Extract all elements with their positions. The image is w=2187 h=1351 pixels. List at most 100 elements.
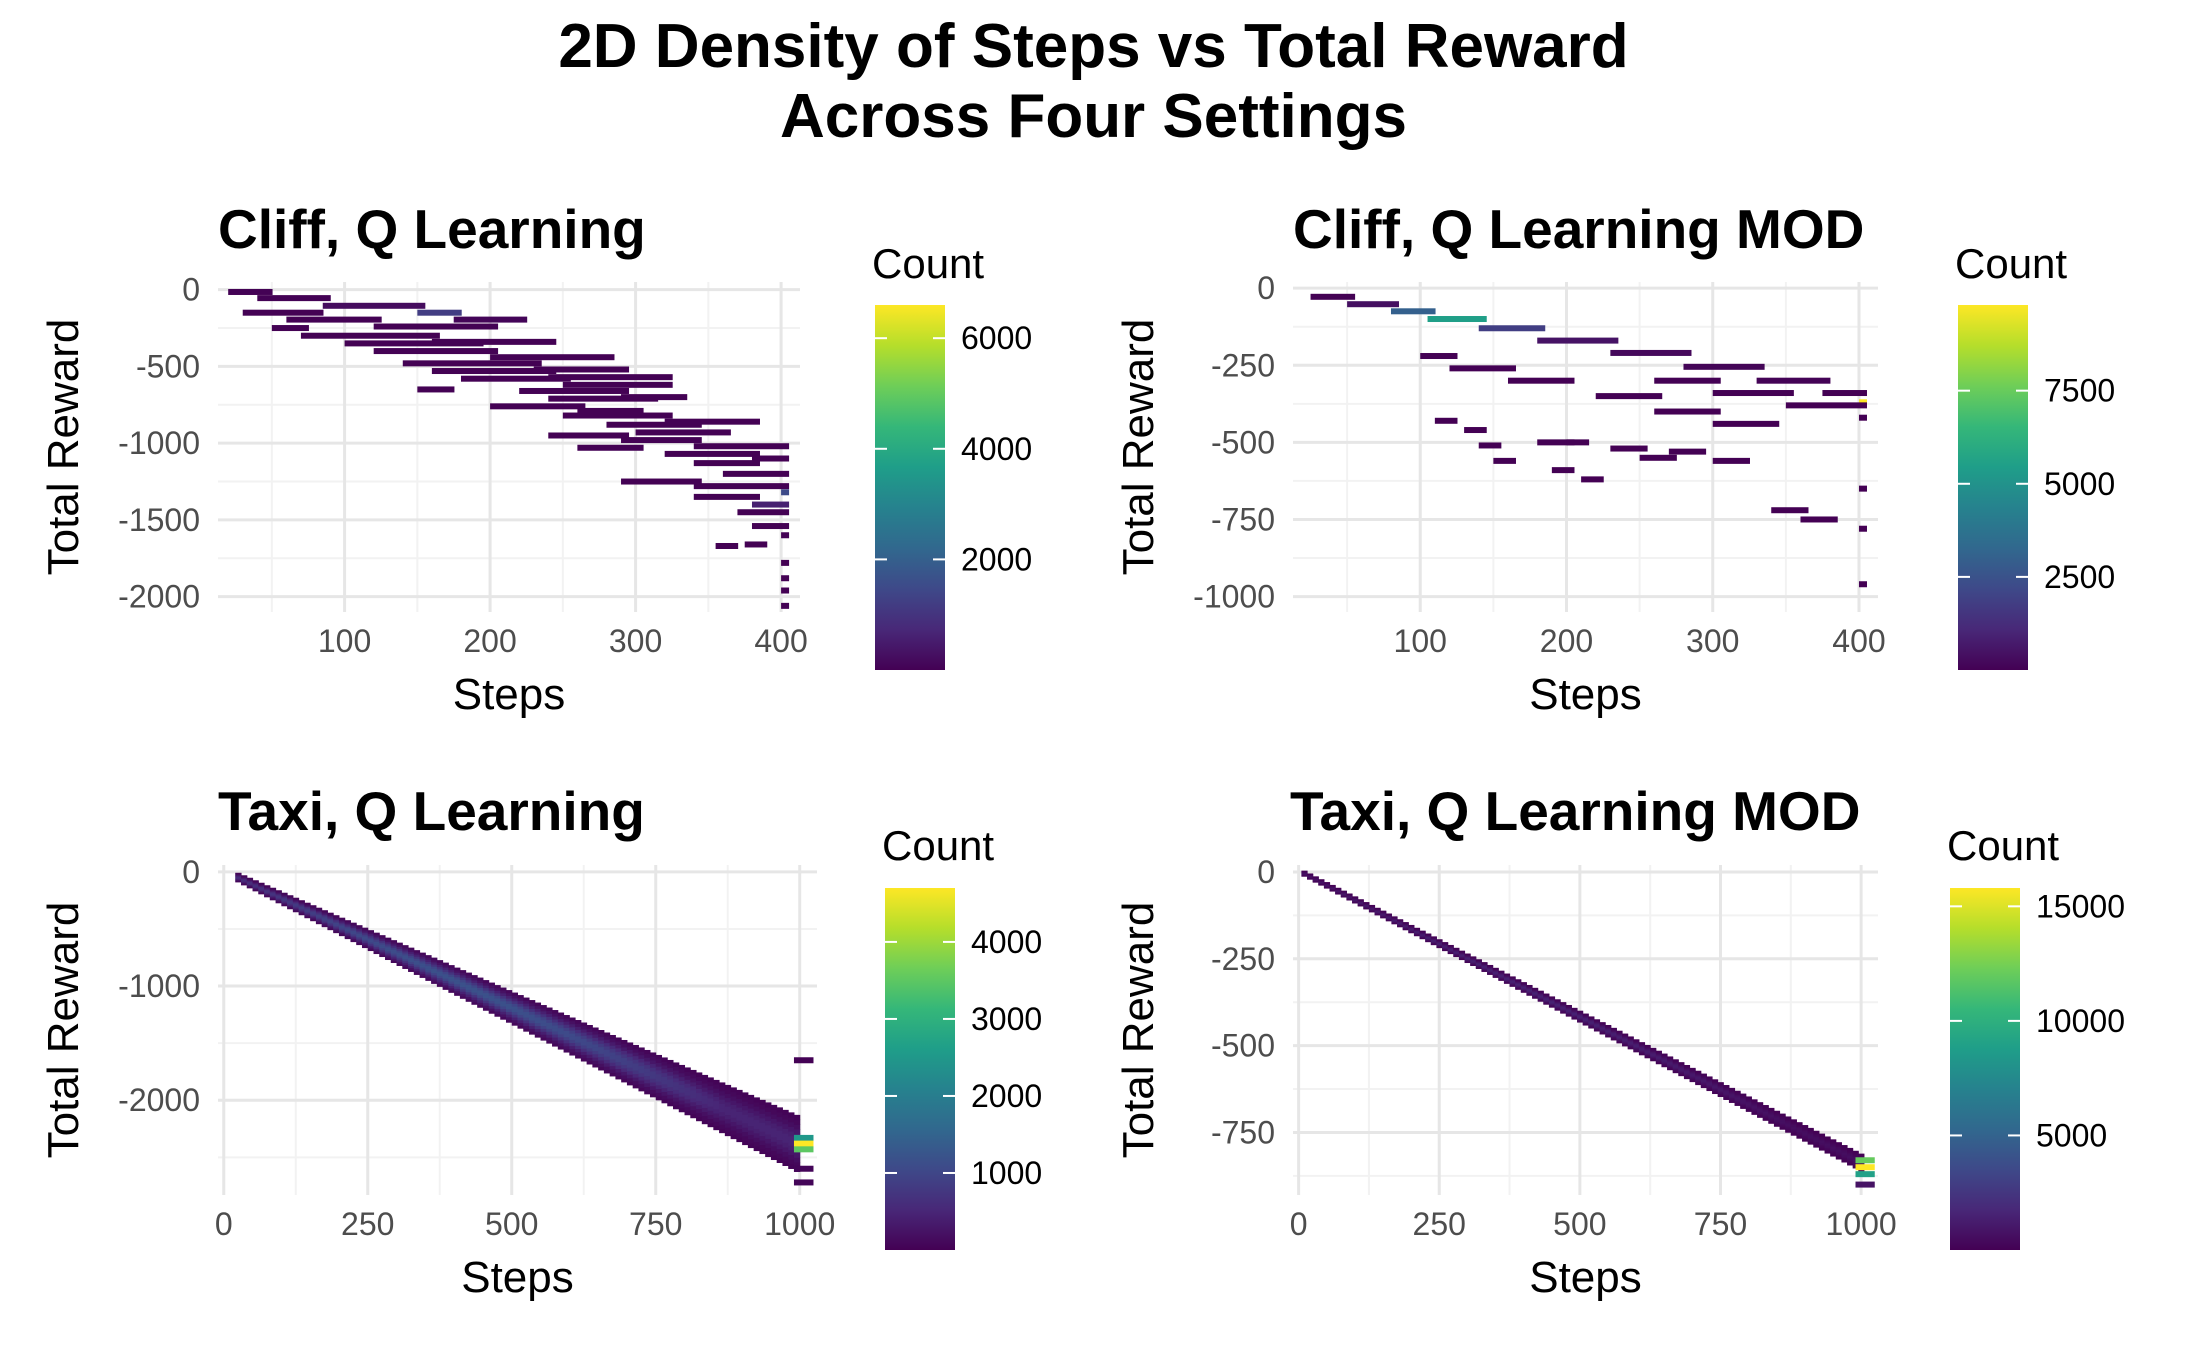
density-band-cell [546,1040,553,1044]
density-band-cell [1385,913,1392,915]
density-band-cell [281,898,288,900]
density-band-cell [442,973,449,977]
density-band-cell [1616,1040,1623,1043]
density-band-cell [724,1089,732,1094]
density-band-cell [1498,977,1505,980]
density-band-cell [1622,1041,1629,1044]
density-band-cell [1588,1018,1595,1020]
density-band-cell [1492,974,1499,976]
x-axis-title: Steps [1529,670,1642,719]
density-band-cell [557,1042,565,1047]
density-band-cell [402,962,409,966]
density-band-cell [1638,1045,1646,1047]
density-band-cell [736,1132,743,1138]
density-band-cell [1610,1027,1617,1030]
density-band-cell [793,1129,801,1135]
density-band-cell [1391,923,1398,925]
density-band-cell [361,932,369,935]
density-band-cell [321,918,328,921]
density-band-cell [603,1032,611,1037]
density-band-cell [1610,1032,1617,1035]
density-band-cell [1430,943,1437,945]
density-band-cell [534,1016,542,1021]
density-band-cell [1402,927,1409,929]
density-band-cell [759,1117,766,1123]
density-band-cell [655,1058,662,1063]
density-band-cell [684,1106,691,1112]
y-tick-label: -250 [1211,941,1275,977]
density-band-cell [1745,1101,1752,1104]
density-band-cell [1380,914,1387,916]
density-band-cell [1661,1062,1668,1064]
density-band-cell [644,1064,651,1069]
density-band-cell [1363,904,1370,907]
density-band-cell [1796,1122,1803,1125]
density-band-cell [529,1019,536,1024]
density-band-cell [575,1032,582,1037]
density-band-cell [408,961,415,965]
density-bin [635,429,731,436]
density-band-cell [1385,914,1392,916]
density-band-cell [1458,954,1466,956]
density-band-cell [621,1060,628,1065]
density-band-cell [252,882,259,884]
density-band-cell [678,1103,686,1109]
density-band-cell [1824,1139,1831,1142]
density-band-cell [1695,1077,1702,1080]
density-band-cell [673,1101,680,1106]
density-band-cell [782,1160,789,1166]
density-band-cell [482,987,490,991]
density-band-cell [701,1078,709,1084]
density-bin [751,501,790,508]
density-band-cell [713,1088,720,1093]
density-band-cell [1773,1118,1781,1121]
density-band-cell [1622,1040,1629,1043]
density-band-cell [436,964,444,968]
density-band-cell [719,1120,726,1125]
density-band-cell [661,1061,668,1066]
density-band-cell [1408,932,1415,934]
density-band-cell [1650,1057,1657,1060]
density-band-cell [350,932,357,935]
density-bin [1537,439,1575,446]
density-bin [693,460,760,467]
density-band-cell [264,887,271,889]
density-band-cell [1818,1133,1826,1136]
density-bin [373,323,499,330]
density-band-cell [1627,1036,1634,1038]
density-band-cell [356,936,363,939]
density-band-cell [252,883,259,886]
x-tick-label: 200 [1540,623,1593,659]
density-band-cell [1779,1122,1786,1125]
density-band-cell [1492,967,1499,970]
density-band-cell [344,935,351,938]
density-band-cell [1408,926,1415,928]
density-band-cell [678,1096,686,1101]
density-band-cell [379,951,386,954]
density-band-cell [1712,1080,1719,1083]
density-bin [621,478,702,485]
x-tick-label: 300 [1686,623,1739,659]
density-band-cell [338,934,346,937]
density-band-cell [361,935,369,939]
density-band-cell [471,987,478,991]
density-band-cell [1605,1030,1612,1033]
density-band-cell [1773,1117,1781,1120]
density-band-cell [269,896,277,899]
density-band-cell [500,1013,507,1018]
density-bin [781,575,790,582]
density-band-cell [1768,1122,1775,1124]
density-band-cell [649,1056,657,1061]
density-band-cell [742,1114,749,1119]
density-band-cell [1464,955,1471,958]
density-band-cell [425,963,432,967]
density-band-cell [701,1107,709,1113]
density-band-cell [707,1097,714,1103]
density-band-cell [1622,1034,1629,1037]
density-band-cell [1790,1123,1797,1126]
density-band-cell [1678,1071,1685,1073]
density-band-cell [500,1016,507,1020]
density-band-cell [1712,1082,1719,1085]
density-band-cell [1633,1042,1640,1044]
